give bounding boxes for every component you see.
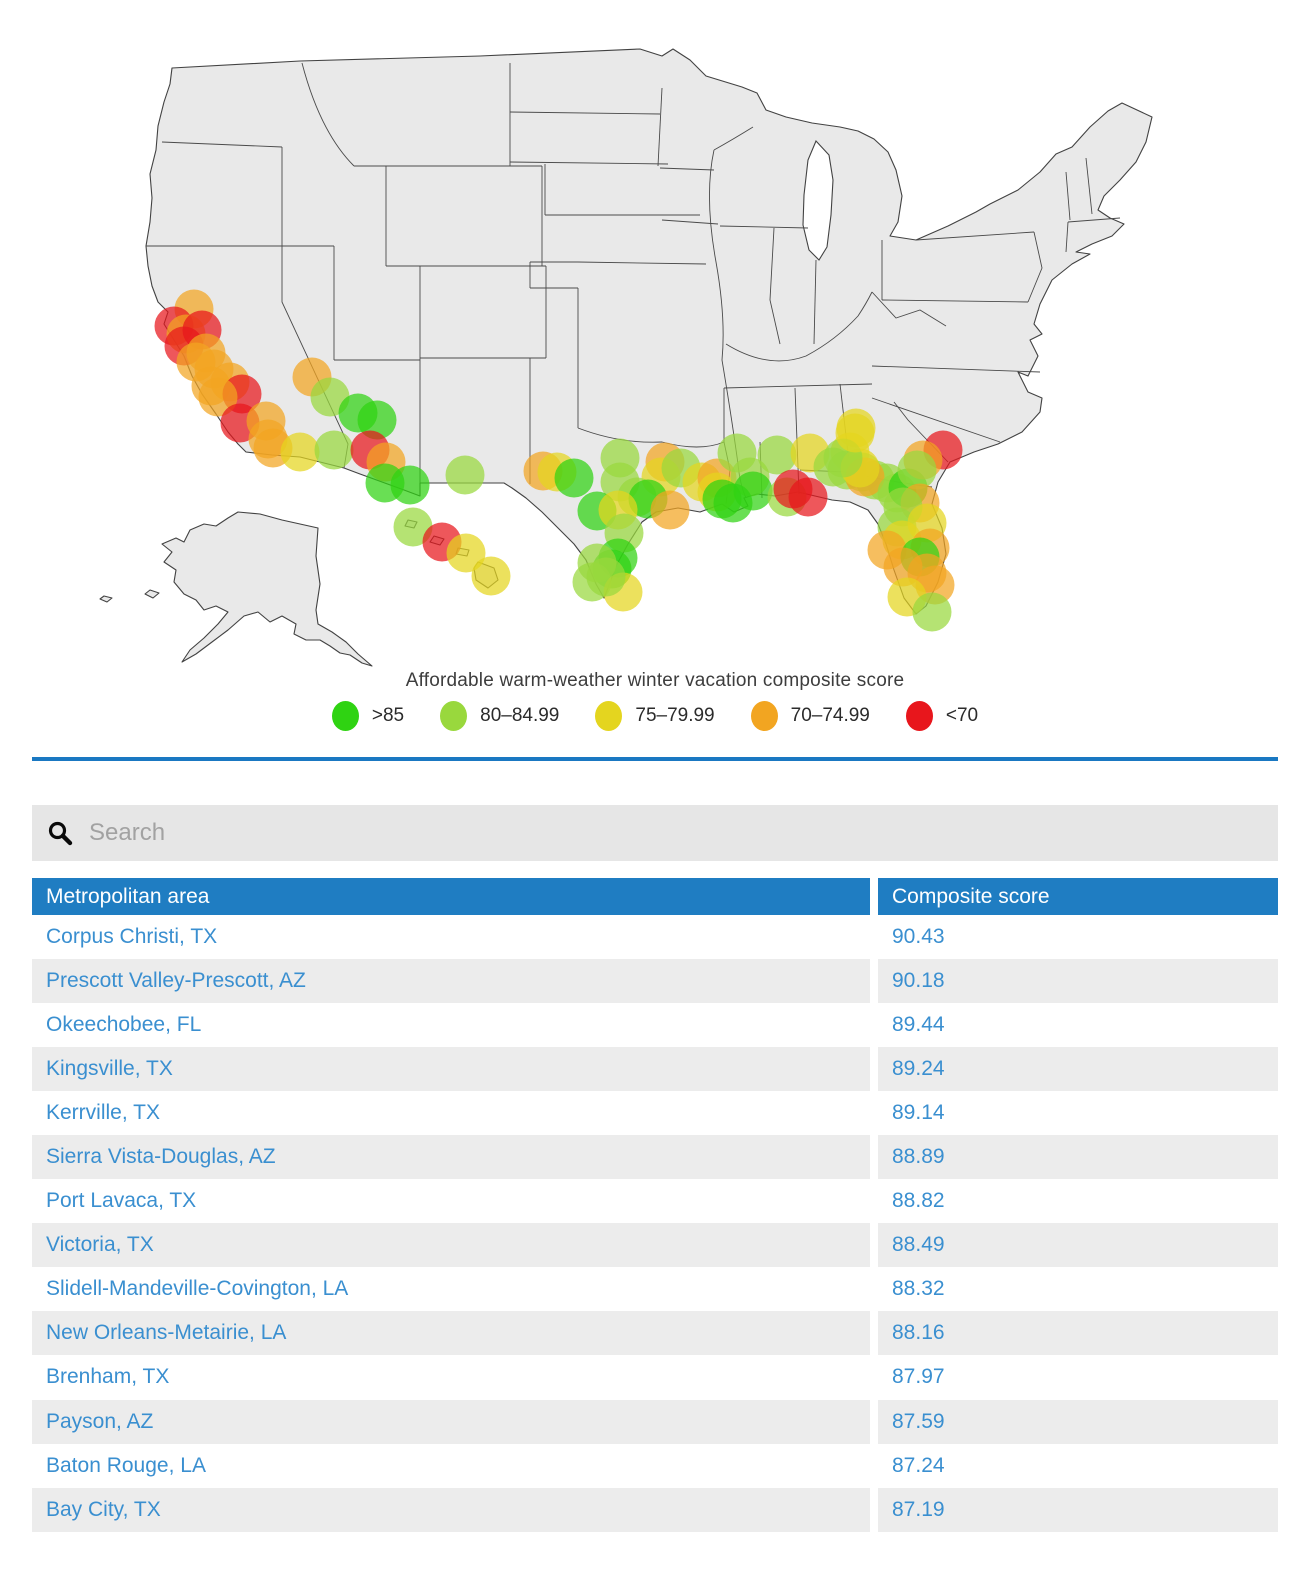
legend-label: 75–79.99 xyxy=(635,705,715,726)
legend-swatch xyxy=(905,701,933,731)
map-marker[interactable] xyxy=(702,479,742,519)
composite-score-cell: 88.82 xyxy=(892,1189,945,1213)
legend-label: <70 xyxy=(945,705,979,726)
metro-area-cell[interactable]: Bay City, TX xyxy=(32,1487,870,1532)
table-row: Okeechobee, FL 89.44 xyxy=(32,1003,1278,1047)
lake-michigan xyxy=(802,140,834,261)
legend-item: 75–79.99 xyxy=(595,701,715,731)
table-row: Brenham, TX 87.97 xyxy=(32,1355,1278,1399)
table-row: Payson, AZ 87.59 xyxy=(32,1399,1278,1444)
map-section: Affordable warm-weather winter vacation … xyxy=(0,0,1310,731)
legend-swatch xyxy=(595,701,623,731)
map-marker[interactable] xyxy=(897,450,937,490)
legend-title: Affordable warm-weather winter vacation … xyxy=(405,670,905,691)
table-row: Kingsville, TX 89.24 xyxy=(32,1047,1278,1092)
map-marker[interactable] xyxy=(357,400,397,440)
map-marker[interactable] xyxy=(757,435,797,475)
search-input[interactable] xyxy=(87,818,1263,848)
column-header-metro[interactable]: Metropolitan area xyxy=(32,878,870,915)
table-body: Corpus Christi, TX 90.43 Prescott Valley-P… xyxy=(32,915,1278,1532)
table-row: Kerrville, TX 89.14 xyxy=(32,1091,1278,1135)
composite-score-cell: 90.18 xyxy=(878,959,1278,1004)
map-marker[interactable] xyxy=(586,557,626,597)
legend-label: 70–74.99 xyxy=(790,705,870,726)
metro-area-cell[interactable]: Port Lavaca, TX xyxy=(46,1189,197,1213)
legend-swatch xyxy=(750,701,778,731)
table-row: Baton Rouge, LA 87.24 xyxy=(32,1444,1278,1488)
composite-score-cell: 87.97 xyxy=(892,1365,945,1389)
map-marker[interactable] xyxy=(314,430,354,470)
metro-area-cell[interactable]: Kingsville, TX xyxy=(32,1047,870,1092)
legend-swatch xyxy=(440,701,468,731)
legend-swatch xyxy=(331,701,359,731)
table-row: Slidell-Mandeville-Covington, LA 88.32 xyxy=(32,1267,1278,1311)
alaska-island xyxy=(144,589,160,599)
map-marker[interactable] xyxy=(445,455,485,495)
composite-score-cell: 87.24 xyxy=(892,1453,945,1477)
alaska-outline xyxy=(161,511,373,667)
composite-score-cell: 88.89 xyxy=(878,1135,1278,1180)
map-marker[interactable] xyxy=(393,507,433,547)
table-row: Port Lavaca, TX 88.82 xyxy=(32,1179,1278,1223)
composite-score-cell: 88.16 xyxy=(878,1311,1278,1356)
search-icon xyxy=(48,821,73,846)
table-row: New Orleans-Metairie, LA 88.16 xyxy=(32,1311,1278,1356)
metro-area-cell[interactable]: Kerrville, TX xyxy=(46,1101,160,1125)
map-marker[interactable] xyxy=(554,458,594,498)
composite-score-cell: 89.24 xyxy=(878,1047,1278,1092)
score-table: Metropolitan area Composite score Corpus… xyxy=(32,878,1278,1532)
us-map[interactable] xyxy=(0,0,1310,668)
table-row: Sierra Vista-Douglas, AZ 88.89 xyxy=(32,1135,1278,1180)
metro-area-cell[interactable]: Brenham, TX xyxy=(46,1365,170,1389)
composite-score-cell: 88.32 xyxy=(892,1277,945,1301)
map-marker[interactable] xyxy=(788,477,828,517)
table-row: Victoria, TX 88.49 xyxy=(32,1223,1278,1268)
map-marker[interactable] xyxy=(280,432,320,472)
metro-area-cell[interactable]: Victoria, TX xyxy=(32,1223,870,1268)
map-markers xyxy=(154,289,963,632)
metro-area-cell[interactable]: Payson, AZ xyxy=(32,1399,870,1444)
map-marker[interactable] xyxy=(390,465,430,505)
legend-item: <70 xyxy=(905,701,979,731)
section-divider xyxy=(32,757,1278,761)
legend-item: >85 xyxy=(331,701,405,731)
state-borders xyxy=(146,62,1121,505)
legend-item: 80–84.99 xyxy=(440,701,559,731)
metro-area-cell[interactable]: Corpus Christi, TX xyxy=(46,925,218,948)
composite-score-cell: 88.49 xyxy=(878,1223,1278,1268)
table-row: Corpus Christi, TX 90.43 xyxy=(32,915,1278,959)
composite-score-cell: 87.19 xyxy=(878,1487,1278,1532)
map-marker[interactable] xyxy=(446,533,486,573)
search-box[interactable] xyxy=(32,805,1278,861)
table-row: Prescott Valley-Prescott, AZ 90.18 xyxy=(32,959,1278,1004)
composite-score-cell: 90.43 xyxy=(892,925,945,948)
metro-area-cell[interactable]: Okeechobee, FL xyxy=(46,1013,202,1037)
table-header: Metropolitan area Composite score xyxy=(32,878,1278,915)
map-marker[interactable] xyxy=(198,377,238,417)
metro-area-cell[interactable]: Slidell-Mandeville-Covington, LA xyxy=(46,1277,349,1301)
legend-item: 70–74.99 xyxy=(750,701,870,731)
metro-area-cell[interactable]: New Orleans-Metairie, LA xyxy=(32,1311,870,1356)
column-header-score[interactable]: Composite score xyxy=(878,878,1278,915)
map-marker[interactable] xyxy=(471,556,511,596)
composite-score-cell: 87.59 xyxy=(878,1399,1278,1444)
map-marker[interactable] xyxy=(650,490,690,530)
legend-label: >85 xyxy=(371,705,405,726)
composite-score-cell: 89.14 xyxy=(892,1101,945,1125)
metro-area-cell[interactable]: Prescott Valley-Prescott, AZ xyxy=(32,959,870,1004)
legend-label: 80–84.99 xyxy=(480,705,560,726)
composite-score-cell: 89.44 xyxy=(892,1013,945,1037)
metro-area-cell[interactable]: Baton Rouge, LA xyxy=(46,1453,206,1477)
metro-area-cell[interactable]: Sierra Vista-Douglas, AZ xyxy=(32,1135,870,1180)
map-legend: >85 80–84.99 75–79.99 70–74.99 <70 xyxy=(0,701,1310,731)
table-row: Bay City, TX 87.19 xyxy=(32,1487,1278,1532)
alaska-island xyxy=(99,595,113,603)
map-marker[interactable] xyxy=(835,413,875,453)
map-marker[interactable] xyxy=(912,592,952,632)
